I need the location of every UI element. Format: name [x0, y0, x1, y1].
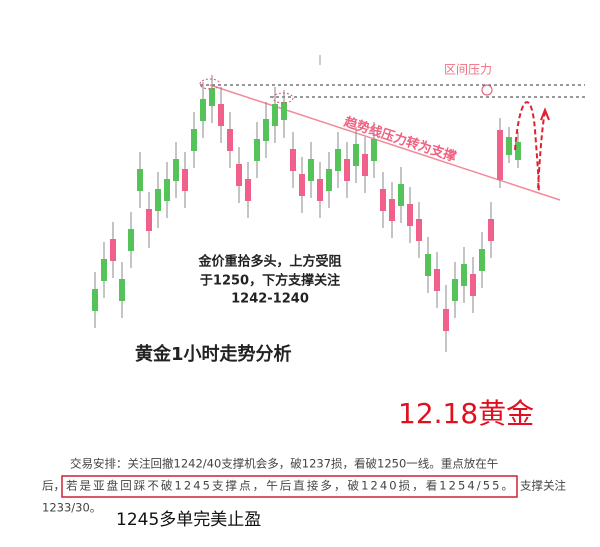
highlight-ring [199, 78, 221, 90]
highlight-ring [481, 84, 493, 96]
candle [506, 137, 512, 155]
candle [272, 104, 278, 126]
candle [236, 164, 242, 186]
candle [173, 159, 179, 181]
candle [200, 99, 206, 121]
candle [191, 129, 197, 151]
highlight-box [61, 475, 518, 498]
trend-line [209, 84, 561, 201]
candle [263, 119, 269, 141]
candle [398, 184, 404, 206]
candle [479, 249, 485, 271]
candle [281, 102, 287, 120]
candle [137, 169, 143, 191]
candle [227, 129, 233, 151]
candle [110, 239, 116, 261]
candle [209, 88, 215, 106]
candle [164, 179, 170, 201]
candle [326, 169, 332, 191]
candle [245, 179, 251, 201]
candle [119, 279, 125, 301]
paragraph-line: 交易安排：关注回撤1242/40支撑机会多，破1237损，看破1250一线。重点… [70, 457, 498, 471]
candle [335, 149, 341, 171]
candle [452, 279, 458, 301]
candle [515, 142, 521, 160]
candle [308, 159, 314, 181]
headline: 12.18黄金 [398, 397, 534, 430]
candle [407, 204, 413, 226]
candle [344, 159, 350, 181]
candles [92, 88, 521, 331]
candle [497, 130, 503, 180]
note-line: 金价重拾多头，上方受阻 [197, 254, 341, 270]
candle [434, 269, 440, 291]
result: 1245多单完美止盈 [116, 510, 261, 530]
candle [389, 199, 395, 221]
candle [101, 259, 107, 281]
note-line: 1242-1240 [231, 292, 309, 307]
note-line: 于1250，下方支撑关注 [200, 273, 340, 289]
candle [317, 179, 323, 201]
highlighted-text: 若是亚盘回踩不破1245支撑点，午后直接多，破1240损，看1254/55。 [66, 479, 513, 493]
paragraph-line: 支撑关注 [520, 479, 566, 493]
candle [254, 139, 260, 161]
chart-caption: 黄金1小时走势分析 [135, 343, 292, 365]
candle [461, 264, 467, 286]
candle [362, 154, 368, 176]
candle [380, 189, 386, 211]
candle [299, 174, 305, 196]
candle [92, 289, 98, 311]
highlight-ring [272, 92, 294, 104]
trend-label: 趋势线压力转为支撑 [342, 114, 458, 165]
candle [182, 169, 188, 191]
candle [425, 254, 431, 276]
candle [470, 274, 476, 296]
candle [290, 149, 296, 171]
candle [218, 104, 224, 126]
candle [146, 209, 152, 231]
price-chart: 区间压力 趋势线压力转为支撑 金价重拾多头，上方受阻 于1250，下方支撑关注 … [92, 55, 585, 365]
candle [353, 144, 359, 166]
candle [416, 219, 422, 241]
paragraph-line: 后， [42, 479, 65, 493]
candle [155, 189, 161, 211]
candle [128, 229, 134, 251]
paragraph-line: 1233/30。 [42, 501, 101, 515]
zone-label: 区间压力 [444, 63, 492, 77]
arrow-head [540, 107, 550, 121]
candle [371, 139, 377, 161]
candle [443, 309, 449, 331]
candle [488, 219, 494, 241]
